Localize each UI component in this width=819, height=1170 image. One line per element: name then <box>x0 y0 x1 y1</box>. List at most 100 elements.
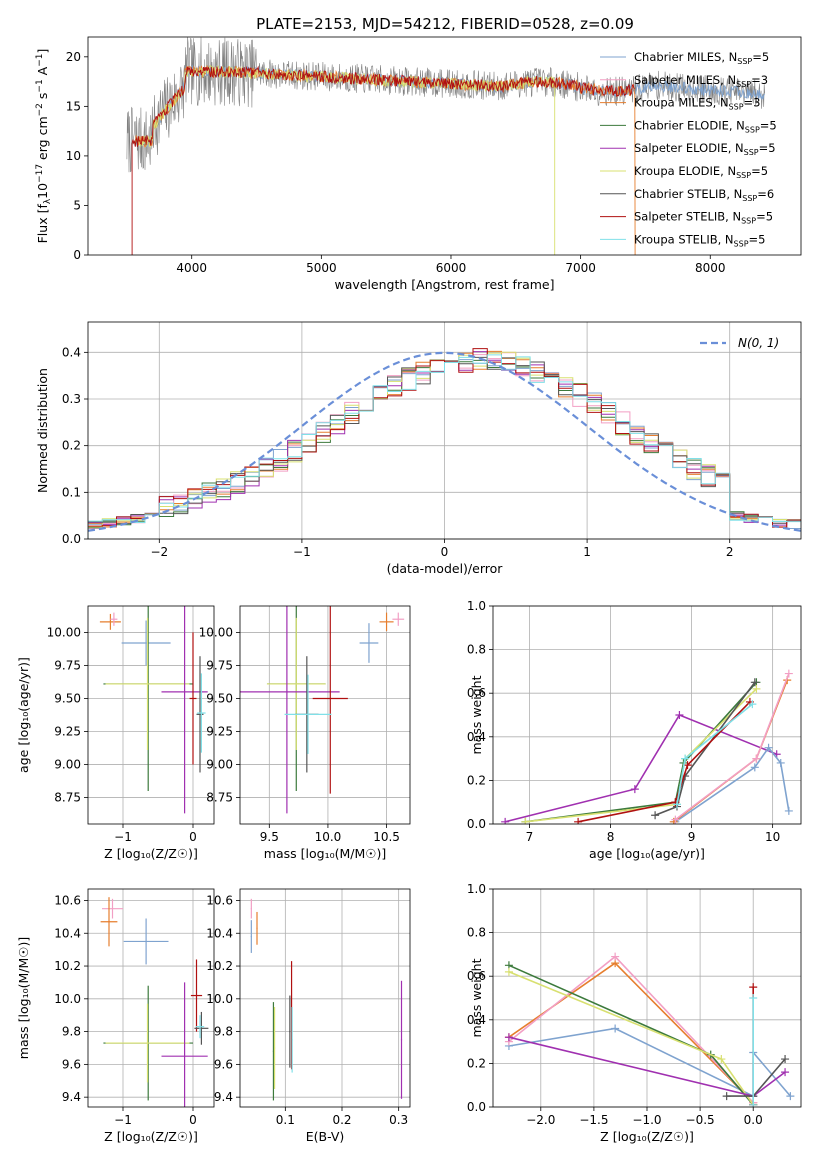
error-bar-point <box>250 920 252 953</box>
grid <box>240 889 410 1107</box>
axes-frame <box>87 321 802 540</box>
grid <box>88 322 801 540</box>
axes-frame <box>87 36 802 256</box>
error-bar-point <box>291 1007 293 1073</box>
plot-area <box>250 898 403 1101</box>
weight-series-line <box>508 962 754 1104</box>
error-bar-point <box>379 612 394 632</box>
weight-marker <box>749 983 758 992</box>
error-bar-point <box>197 673 206 753</box>
plot-area <box>126 37 765 255</box>
legend-entry: Salpeter ELODIE, NSSP=5 <box>634 141 776 157</box>
error-bar-point <box>196 656 204 773</box>
x-axis-label: Z [log₁₀(Z/Z☉)] <box>104 846 198 861</box>
x-tick-label: 10.5 <box>373 830 400 844</box>
x-tick-label: −2 <box>150 545 168 559</box>
y-tick-label: 9.25 <box>54 725 81 739</box>
weight-vs-age-panel: 7 8 9 10 0.0 0.2 0.4 0.6 0.8 1.0 age [log₁₀(age/yr… <box>467 599 802 861</box>
weight-series-line <box>505 714 777 823</box>
legend-entry: Kroupa MILES, NSSP=3 <box>634 96 760 112</box>
x-tick-label: 4000 <box>176 261 207 275</box>
weight-marker <box>781 1068 790 1077</box>
y-tick-label: 8.75 <box>206 791 233 805</box>
y-tick-label: 15 <box>66 99 81 113</box>
y-tick-label: 8.75 <box>54 791 81 805</box>
x-tick-label: 0.0 <box>744 1113 763 1127</box>
y-tick-label: 10.0 <box>54 992 81 1006</box>
x-tick-label: 0 <box>441 545 449 559</box>
weight-marker <box>521 817 530 824</box>
legend-entry: Kroupa STELIB, NSSP=5 <box>634 232 765 248</box>
legend-entry: Chabrier STELIB, NSSP=6 <box>634 187 774 203</box>
error-bar-point <box>194 1011 209 1045</box>
grid <box>88 606 214 824</box>
x-tick-label: −1.0 <box>632 1113 661 1127</box>
y-tick-label: 0.0 <box>467 817 486 831</box>
weight-marker <box>504 967 513 976</box>
x-tick-label: 10 <box>765 830 780 844</box>
weight-marker <box>784 669 793 678</box>
weight-marker <box>717 1055 726 1064</box>
mass-vs-Z-panel: −1 0 9.4 9.6 9.8 10.0 10.2 10.4 10.6 Z [log₁₀(Z/Z… <box>16 888 215 1144</box>
weight-marker <box>501 817 510 824</box>
x-axis-label: Z [log₁₀(Z/Z☉)] <box>600 1129 694 1144</box>
y-tick-label: 9.8 <box>62 1025 81 1039</box>
weight-marker <box>672 800 681 809</box>
y-tick-label: 9.00 <box>54 758 81 772</box>
plot-area <box>501 669 793 824</box>
plot-area <box>240 606 405 814</box>
x-tick-label: 0.2 <box>332 1113 351 1127</box>
y-tick-label: 0.8 <box>467 926 486 940</box>
age-vs-Z-panel: −1 0 8.75 9.00 9.25 9.50 9.75 10.00 Z [log₁₀(Z/Z… <box>16 605 215 861</box>
histogram-step <box>88 354 801 539</box>
weight-marker <box>784 806 793 815</box>
x-axis-label: (data-model)/error <box>387 561 504 576</box>
weight-marker <box>671 815 680 824</box>
y-axis-label: mass [log₁₀(M/M☉)] <box>16 937 31 1059</box>
error-bar-point <box>189 632 197 765</box>
error-bar-point <box>240 606 340 814</box>
x-tick-label: −0.5 <box>686 1113 715 1127</box>
weight-series-line <box>674 746 790 823</box>
weight-marker <box>764 743 773 752</box>
error-bar-point <box>190 959 203 1032</box>
y-tick-label: 1.0 <box>467 882 486 896</box>
x-tick-label: −1 <box>114 1113 132 1127</box>
plot-area <box>100 897 209 1107</box>
error-bar-point <box>161 982 208 1107</box>
y-tick-label: 0.6 <box>467 686 486 700</box>
observed-spectrum-line <box>126 37 765 173</box>
x-tick-label: 0.1 <box>276 1113 295 1127</box>
error-bar-point <box>272 1002 275 1101</box>
y-tick-label: 9.6 <box>214 1057 233 1071</box>
error-bar-point <box>161 606 208 814</box>
y-axis-label: Normed distribution <box>35 368 50 493</box>
gaussian-curve <box>88 351 801 532</box>
error-bar-point <box>110 612 118 626</box>
x-tick-label: 10.0 <box>315 830 342 844</box>
weight-marker <box>574 817 583 824</box>
y-tick-label: 10.0 <box>206 992 233 1006</box>
weight-series-line <box>674 673 790 821</box>
y-tick-label: 9.00 <box>206 758 233 772</box>
weight-marker <box>749 994 758 1002</box>
x-tick-label: 8000 <box>695 261 726 275</box>
x-tick-label: −1.5 <box>579 1113 608 1127</box>
y-tick-label: 5 <box>73 198 81 212</box>
y-tick-label: 0.6 <box>467 969 486 983</box>
weight-series-line <box>508 1027 792 1098</box>
x-tick-label: 0 <box>189 1113 197 1127</box>
axes-frame <box>87 605 215 825</box>
weight-series-line <box>726 1058 786 1097</box>
weight-marker <box>748 700 757 709</box>
weight-marker <box>752 684 761 693</box>
weight-marker <box>675 711 684 719</box>
error-bar-point <box>312 606 348 794</box>
y-axis-label: Flux [fλ10−17 erg cm−2 s−1 A−1] <box>35 49 53 244</box>
x-tick-label: −1 <box>114 830 132 844</box>
error-bar-point <box>289 995 291 1068</box>
y-tick-label: 9.50 <box>54 691 81 705</box>
y-tick-label: 10.2 <box>54 959 81 973</box>
y-axis-label: age [log₁₀(age/yr)] <box>16 657 31 773</box>
error-bar-point <box>102 898 123 919</box>
